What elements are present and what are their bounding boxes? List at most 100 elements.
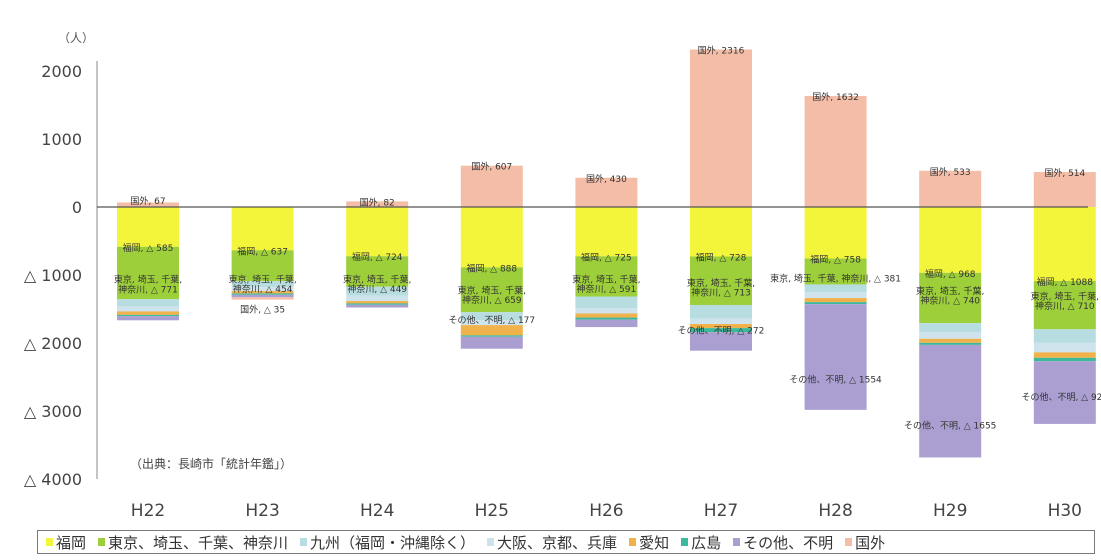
legend-item: 九州（福岡・沖縄除く） [300,532,475,553]
data-label: その他、不明, △ 922 [1021,391,1101,403]
legend: 福岡 東京、埼玉、千葉、神奈川 九州（福岡・沖縄除く） 大阪、京都、兵庫 愛知 広島 その他… [37,530,1095,554]
x-tick-label: H23 [245,501,279,521]
legend-swatch [845,538,853,546]
bar-segment-H22-2 [117,299,179,307]
legend-swatch [733,538,741,546]
data-label: 東京, 埼玉, 千葉, [228,273,296,285]
bar-segment-H22-1 [117,246,179,300]
data-label: 東京, 埼玉, 千葉, [114,273,182,285]
bar-segment-H29-1 [919,272,982,324]
bar-segment-H23-3 [231,287,294,292]
bar-segment-H22-3 [117,306,179,312]
legend-label: 福岡 [56,533,87,552]
bar-segment-H24-0 [346,207,409,257]
bar-segment-H30-1 [1033,280,1096,330]
data-label: 東京, 埼玉, 千葉, [1031,290,1099,302]
y-tick-label: 2000 [41,62,82,81]
y-tick-label: △ 2000 [24,334,82,353]
legend-swatch [629,538,637,546]
bar-segment-H28-3 [804,291,867,299]
data-label: 神奈川, △ 771 [118,284,178,296]
x-tick-label: H27 [704,501,738,521]
legend-swatch [46,538,53,546]
y-tick-label: 1000 [41,130,82,149]
data-label: 福岡, △ 968 [925,268,976,280]
legend-swatch [98,538,106,546]
y-tick-label: △ 1000 [24,266,82,285]
bar-segment-H30-5 [1033,357,1096,362]
legend-swatch [681,538,689,546]
bar-segment-H23-6 [231,294,294,298]
bar-segment-H26-6 [575,319,638,328]
data-label: 国外, 82 [360,196,395,208]
bar-segment-H25-6 [460,336,523,349]
legend-item: 広島 [681,532,721,553]
data-label: 国外, 1632 [812,91,859,103]
x-tick-label: H30 [1048,501,1082,521]
bar-segment-H28-6 [804,304,867,410]
data-label: 神奈川, △ 659 [462,294,522,306]
data-label: 福岡, △ 725 [581,251,632,263]
data-label: 国外, 430 [586,173,627,185]
bar-segment-H22-4 [117,311,179,315]
legend-label: 愛知 [639,533,670,552]
bar-segment-H29-0 [919,207,982,273]
bar-segment-H28-0 [804,207,867,259]
bar-segment-H22-5 [117,314,179,317]
bar-segment-H24-1 [346,256,409,287]
legend-item: 大阪、京都、兵庫 [487,532,617,553]
bar-segment-H23-1 [231,250,294,282]
data-label: 福岡, △ 637 [237,245,288,257]
bar-segment-H30-4 [1033,352,1096,358]
data-label: 国外, 533 [930,166,971,178]
data-label: 福岡, △ 728 [696,252,747,264]
bar-segment-H30-7 [1033,172,1096,207]
x-tick-label: H28 [818,501,852,521]
x-tick-label: H24 [360,501,394,521]
data-label: 東京, 埼玉, 千葉, [572,273,640,285]
bar-segment-H30-6 [1033,361,1096,424]
bar-segment-H22-0 [117,207,179,247]
x-tick-label: H26 [589,501,623,521]
data-label: 神奈川, △ 710 [1035,300,1095,312]
x-tick-label: H25 [475,501,509,521]
data-label: 神奈川, △ 591 [577,283,637,295]
bar-segment-H26-0 [575,207,638,257]
bar-segment-H23-5 [231,293,294,295]
data-label: 国外, 514 [1044,167,1085,179]
legend-item: 愛知 [629,532,669,553]
bar-segment-H26-3 [575,308,638,314]
bar-segment-H25-5 [460,335,523,337]
data-label: 福岡, △ 758 [810,254,861,266]
bar-segment-H23-0 [231,207,294,251]
bar-segment-H26-7 [575,177,638,207]
legend-label: 広島 [691,533,722,552]
bar-segment-H27-4 [690,324,752,329]
legend-swatch [300,538,308,546]
bar-segment-H30-2 [1033,329,1096,343]
chart-canvas: （人） 2000 1000 0 △ 1000 △ 2000 △ 3000 △ 4000 福岡, … [24,31,1101,521]
x-tick-label: H22 [131,501,165,521]
bar-segment-H26-4 [575,313,638,318]
bar-segment-H29-2 [919,323,982,332]
legend-label: 九州（福岡・沖縄除く） [310,533,476,552]
bar-segment-H25-4 [460,325,523,336]
data-label: 神奈川, △ 454 [233,283,293,295]
bar-segment-H25-7 [460,165,523,207]
legend-item: その他、不明 [733,532,833,553]
x-tick-label: H29 [933,501,967,521]
bar-segment-H26-2 [575,296,638,309]
data-label: その他、不明, △ 272 [678,324,765,336]
data-label: その他、不明, △ 1554 [789,373,882,385]
data-label: 福岡, △ 888 [466,262,517,274]
data-label: 東京, 埼玉, 千葉, [458,284,526,296]
bar-segment-H27-2 [690,304,752,319]
legend-item: 福岡 [46,532,86,553]
data-label: 神奈川, △ 740 [920,294,980,306]
y-tick-label: △ 4000 [24,470,82,489]
data-label: 神奈川, △ 449 [347,283,407,295]
data-label: 福岡, △ 724 [352,251,403,263]
bar-segment-H27-5 [690,328,752,333]
data-label: 東京, 埼玉, 千葉, 神奈川, △ 381 [770,273,901,285]
